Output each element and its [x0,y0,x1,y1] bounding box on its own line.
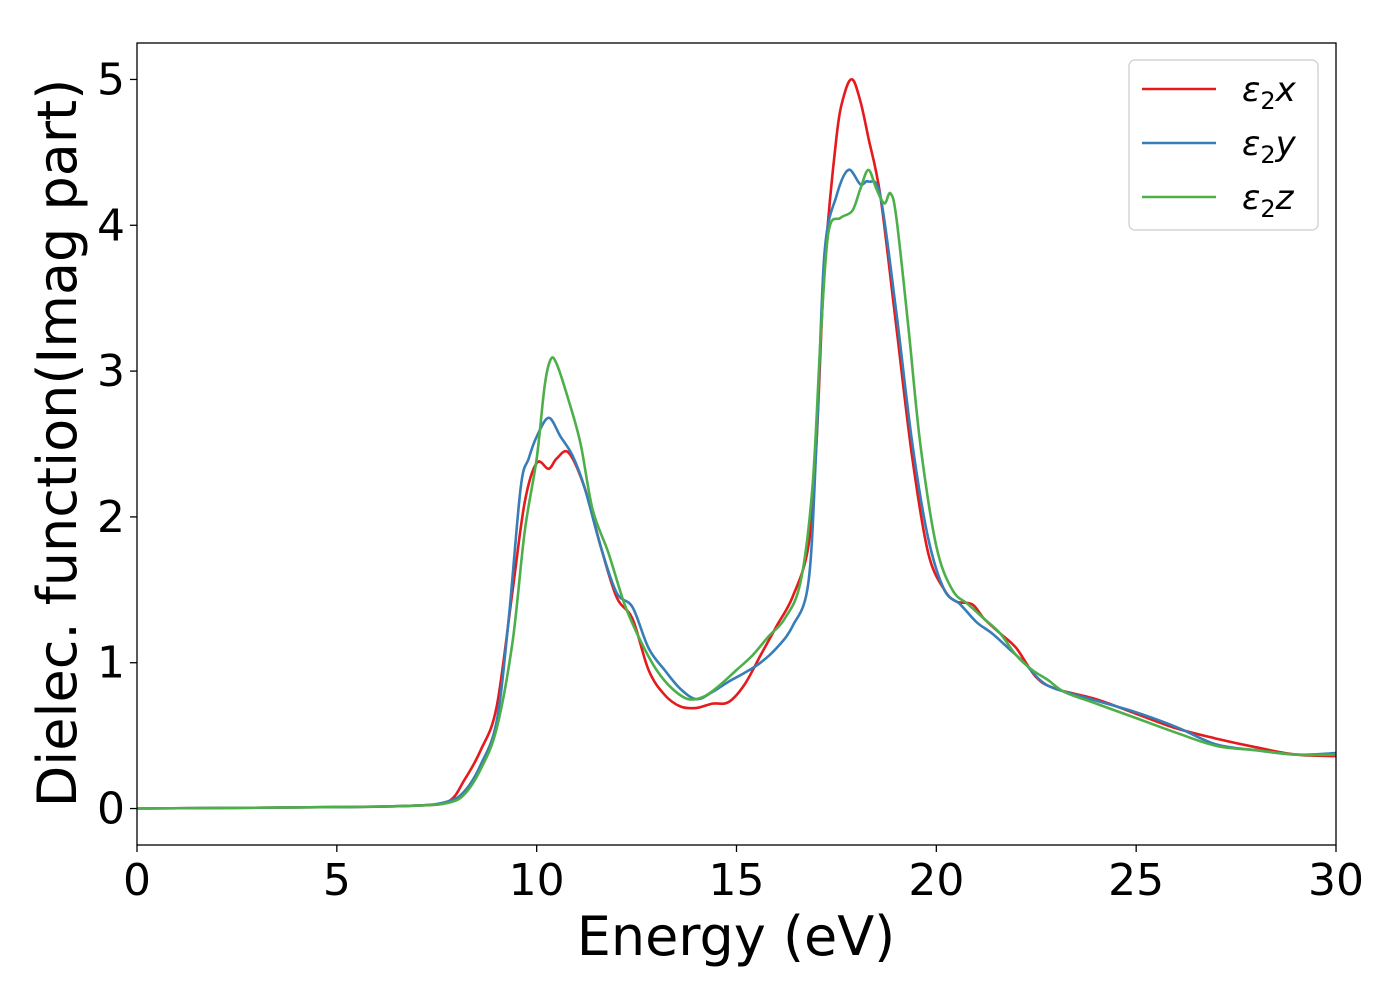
legend-label-z: ε2z [1242,178,1295,223]
y-axis-label: Dielec. function(Imag part) [26,79,89,808]
x-tick-label: 20 [908,855,964,906]
y-tick-label: 1 [97,638,125,689]
y-tick-label: 0 [97,784,125,835]
x-tick-label: 15 [709,855,765,906]
y-tick-label: 5 [97,54,125,105]
x-axis-label: Energy (eV) [577,905,896,968]
plot-area [137,78,1336,810]
x-tick-label: 10 [509,855,565,906]
series-line-y [137,168,1336,810]
x-tick-label: 5 [323,855,351,906]
legend-label-y: ε2y [1242,124,1297,169]
legend-label-x: ε2x [1242,70,1297,115]
x-tick-label: 0 [123,855,151,906]
legend-box [1128,59,1319,231]
y-tick-label: 3 [97,346,125,397]
series-line-x [137,78,1336,810]
x-tick-label: 25 [1108,855,1164,906]
y-tick-label: 2 [97,492,125,543]
axes: 0 5 10 15 20 25 30 0 1 2 3 4 5 [97,42,1364,906]
series-line-z [137,168,1336,810]
legend: ε2x ε2y ε2z [1128,59,1319,231]
x-tick-label: 30 [1308,855,1364,906]
y-tick-label: 4 [97,200,125,251]
